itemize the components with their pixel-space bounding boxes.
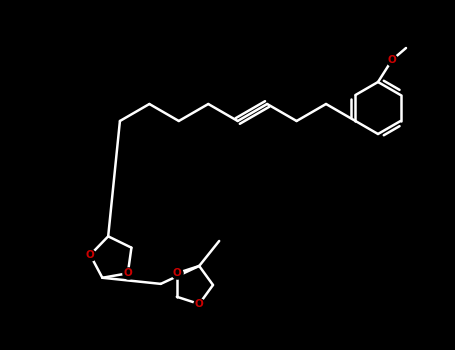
Text: O: O [123,268,132,278]
Text: O: O [86,250,95,260]
Text: O: O [388,55,396,65]
Text: O: O [172,268,181,278]
Text: O: O [195,299,203,309]
